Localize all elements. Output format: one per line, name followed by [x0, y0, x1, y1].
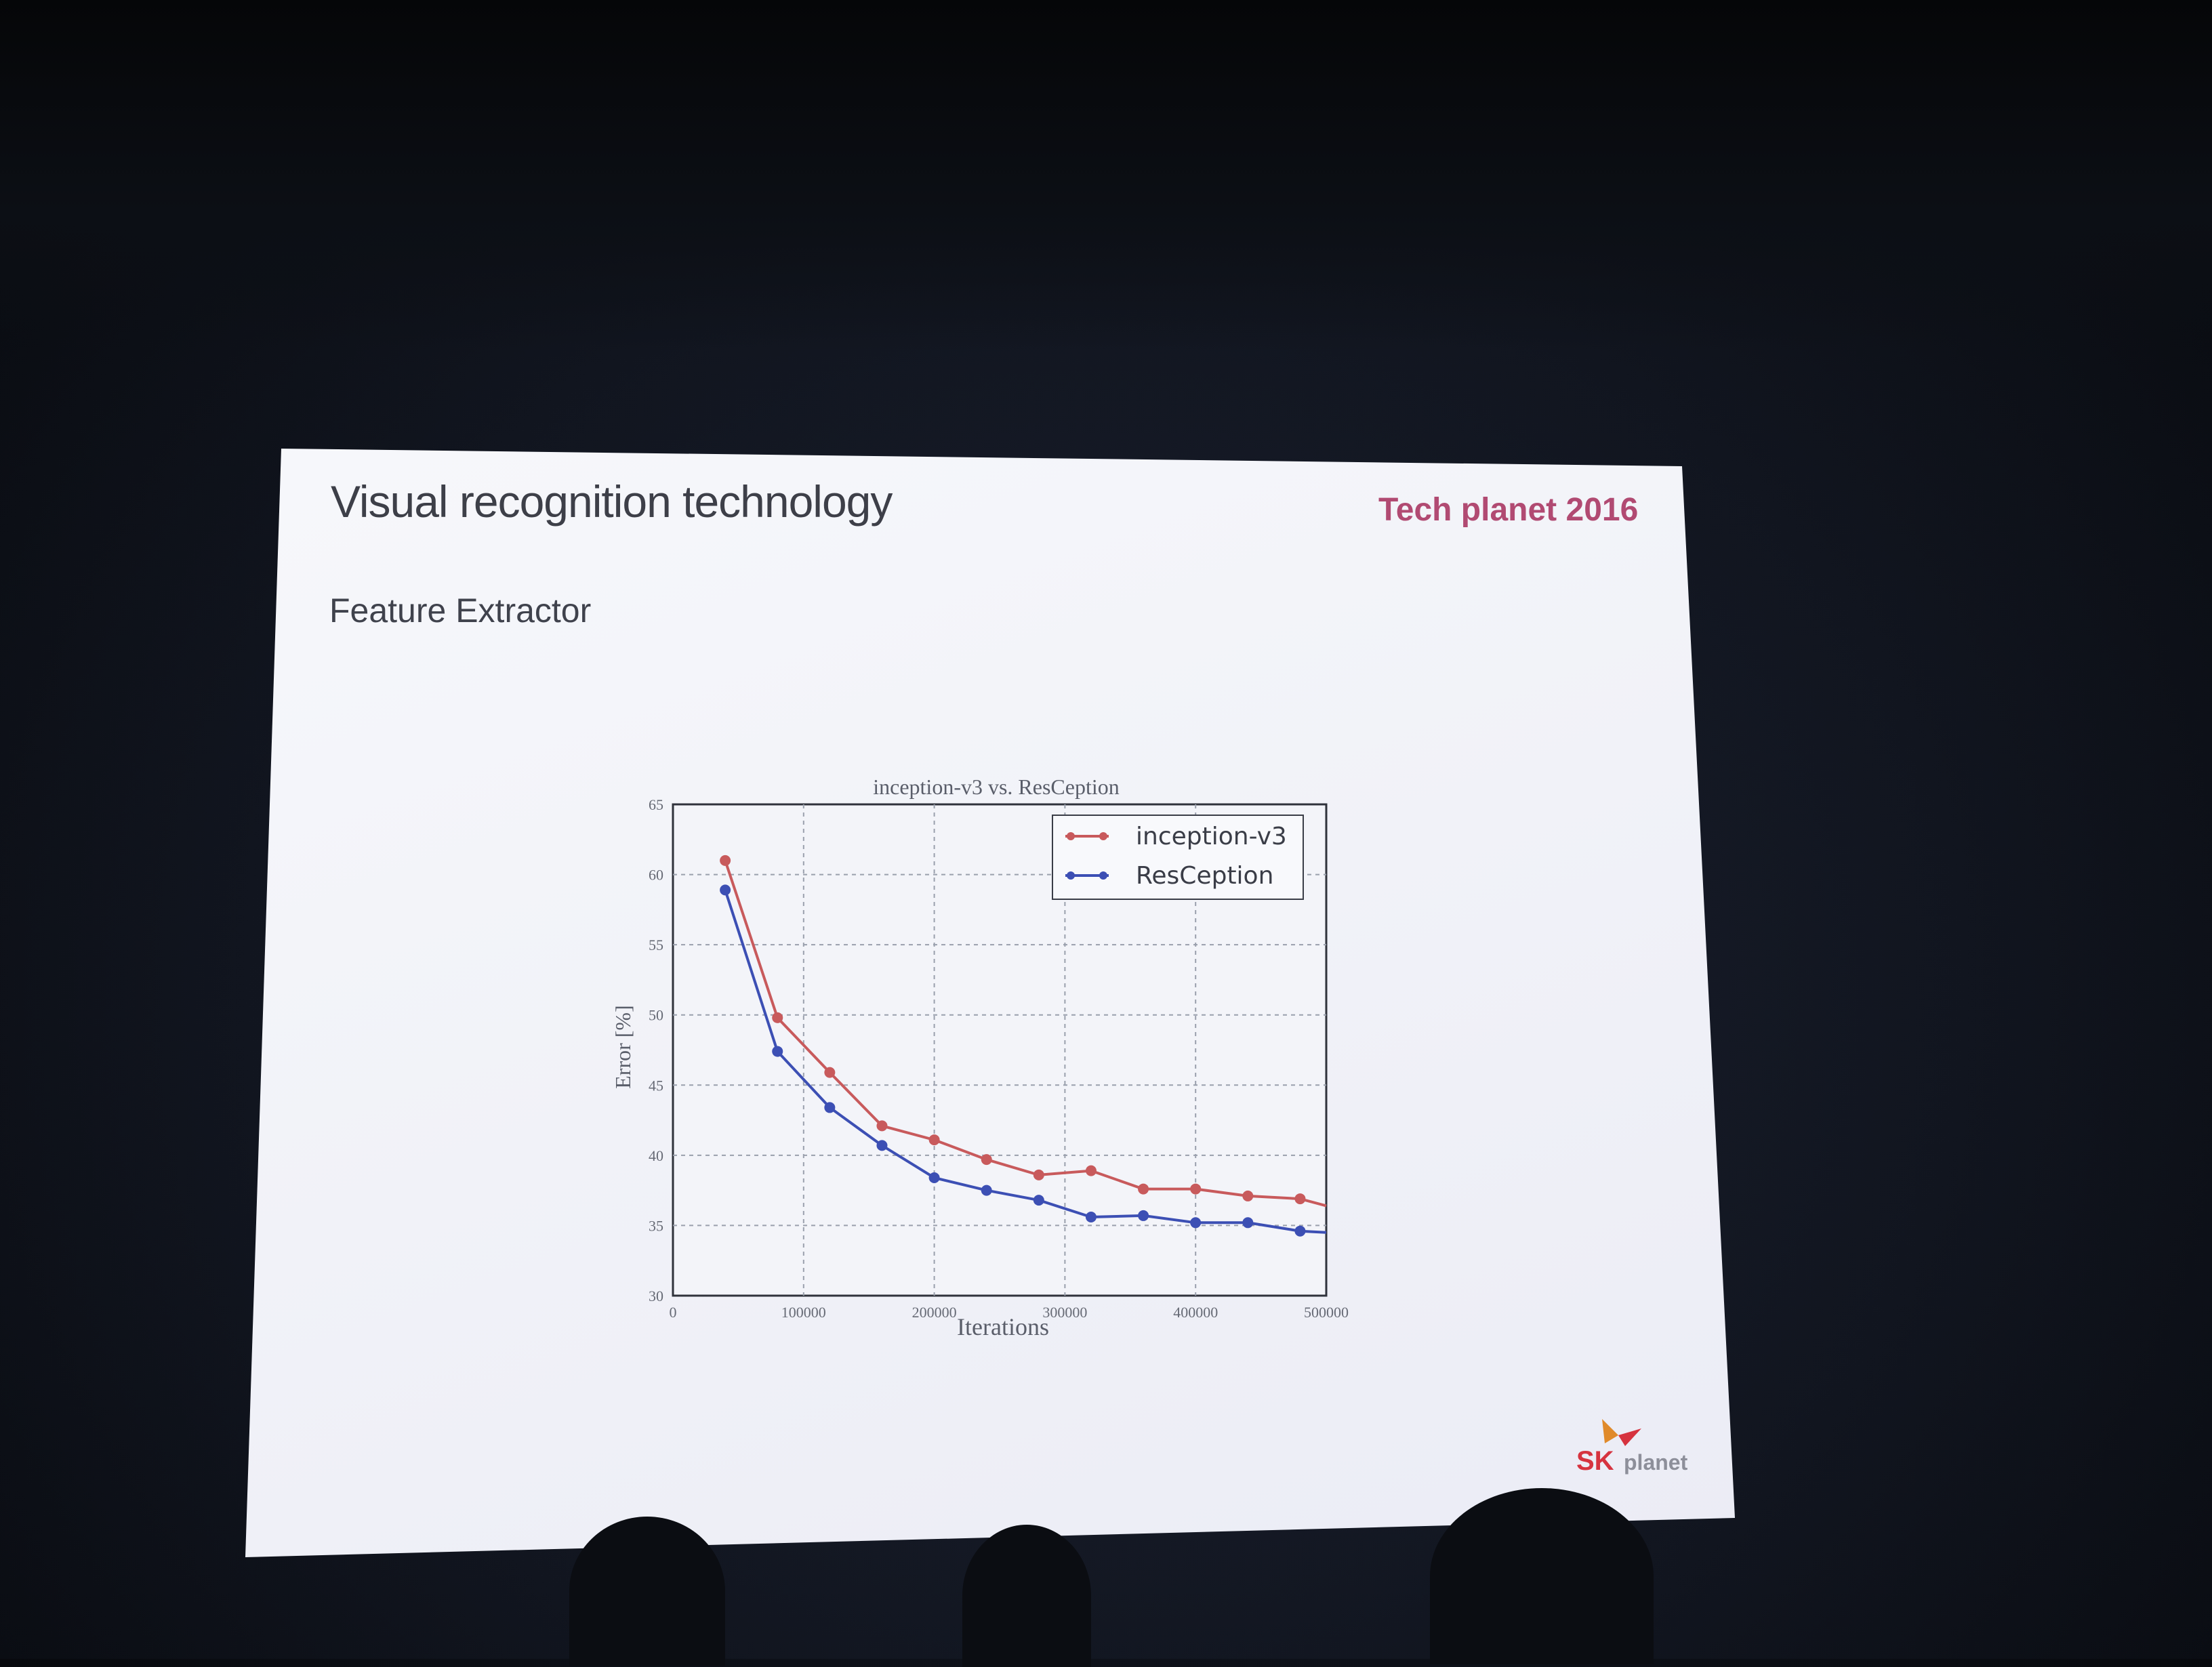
series-point-1	[772, 1046, 783, 1057]
series-point-0	[1242, 1190, 1254, 1201]
series-point-1	[876, 1140, 888, 1151]
series-point-0	[824, 1067, 836, 1078]
series-point-0	[928, 1134, 940, 1146]
x-tick-label: 400000	[1173, 1304, 1218, 1321]
x-axis-title: Iterations	[957, 1313, 1049, 1340]
series-point-1	[1190, 1217, 1202, 1229]
series-point-0	[1190, 1183, 1202, 1195]
series-point-0	[1294, 1193, 1306, 1205]
logo-name: planet	[1624, 1450, 1688, 1475]
slide-title: Visual recognition technology	[331, 476, 893, 527]
series-layer	[720, 855, 1327, 1237]
room-background	[0, 0, 2212, 352]
audience-head	[962, 1525, 1091, 1667]
legend-box	[1052, 815, 1304, 900]
y-tick-label: 50	[649, 1007, 663, 1024]
audience-head	[569, 1517, 725, 1666]
legend-marker-resception	[1099, 871, 1107, 880]
y-tick-label: 65	[649, 796, 663, 813]
y-tick-label: 45	[649, 1077, 663, 1094]
chart-title: inception-v3 vs. ResCeption	[873, 775, 1120, 799]
series-point-1	[1138, 1210, 1149, 1221]
series-point-1	[1242, 1217, 1254, 1229]
x-tick-label: 300000	[1042, 1304, 1087, 1321]
legend-label-inception: inception-v3	[1136, 823, 1287, 850]
slide-subtitle: Feature Extractor	[329, 592, 592, 630]
legend: inception-v3 ResCeption	[1052, 815, 1304, 900]
x-tick-label: 0	[670, 1304, 677, 1321]
y-tick-label: 60	[649, 867, 663, 884]
logo-brand: SK	[1576, 1446, 1614, 1476]
x-tick-label: 200000	[912, 1304, 957, 1321]
x-tick-label: 100000	[781, 1304, 826, 1321]
series-point-1	[981, 1185, 992, 1196]
series-point-0	[772, 1012, 783, 1023]
series-point-1	[1085, 1212, 1097, 1222]
y-tick-label: 35	[649, 1217, 663, 1234]
series-point-1	[720, 884, 731, 896]
series-point-0	[1033, 1169, 1044, 1180]
series-point-1	[1294, 1225, 1306, 1237]
series-point-0	[720, 855, 731, 866]
legend-marker-inception	[1067, 832, 1075, 840]
y-axis-title: Error [%]	[611, 1005, 635, 1088]
legend-label-resception: ResCeption	[1136, 862, 1273, 890]
x-tick-label: 500000	[1304, 1304, 1349, 1321]
series-point-0	[1138, 1183, 1149, 1195]
x-axis-ticks: 0 100000 200000 300000 400000 500000	[670, 1304, 1349, 1321]
butterfly-icon	[1602, 1419, 1641, 1446]
event-label: Tech planet 2016	[1378, 492, 1639, 528]
series-point-1	[824, 1102, 836, 1113]
series-point-0	[876, 1120, 888, 1132]
legend-marker-resception	[1067, 871, 1075, 880]
y-axis-ticks: 30 35 40 45 50 55 60 65	[649, 796, 663, 1304]
y-tick-label: 40	[649, 1147, 663, 1164]
series-point-1	[1033, 1195, 1044, 1206]
y-tick-label: 55	[649, 937, 663, 953]
y-tick-label: 30	[649, 1288, 663, 1304]
sk-planet-logo: SK planet	[1571, 1416, 1706, 1477]
series-point-0	[981, 1154, 992, 1166]
series-point-1	[928, 1172, 940, 1183]
series-point-0	[1085, 1165, 1097, 1176]
legend-marker-inception	[1099, 832, 1107, 840]
audience-head	[1430, 1488, 1654, 1664]
